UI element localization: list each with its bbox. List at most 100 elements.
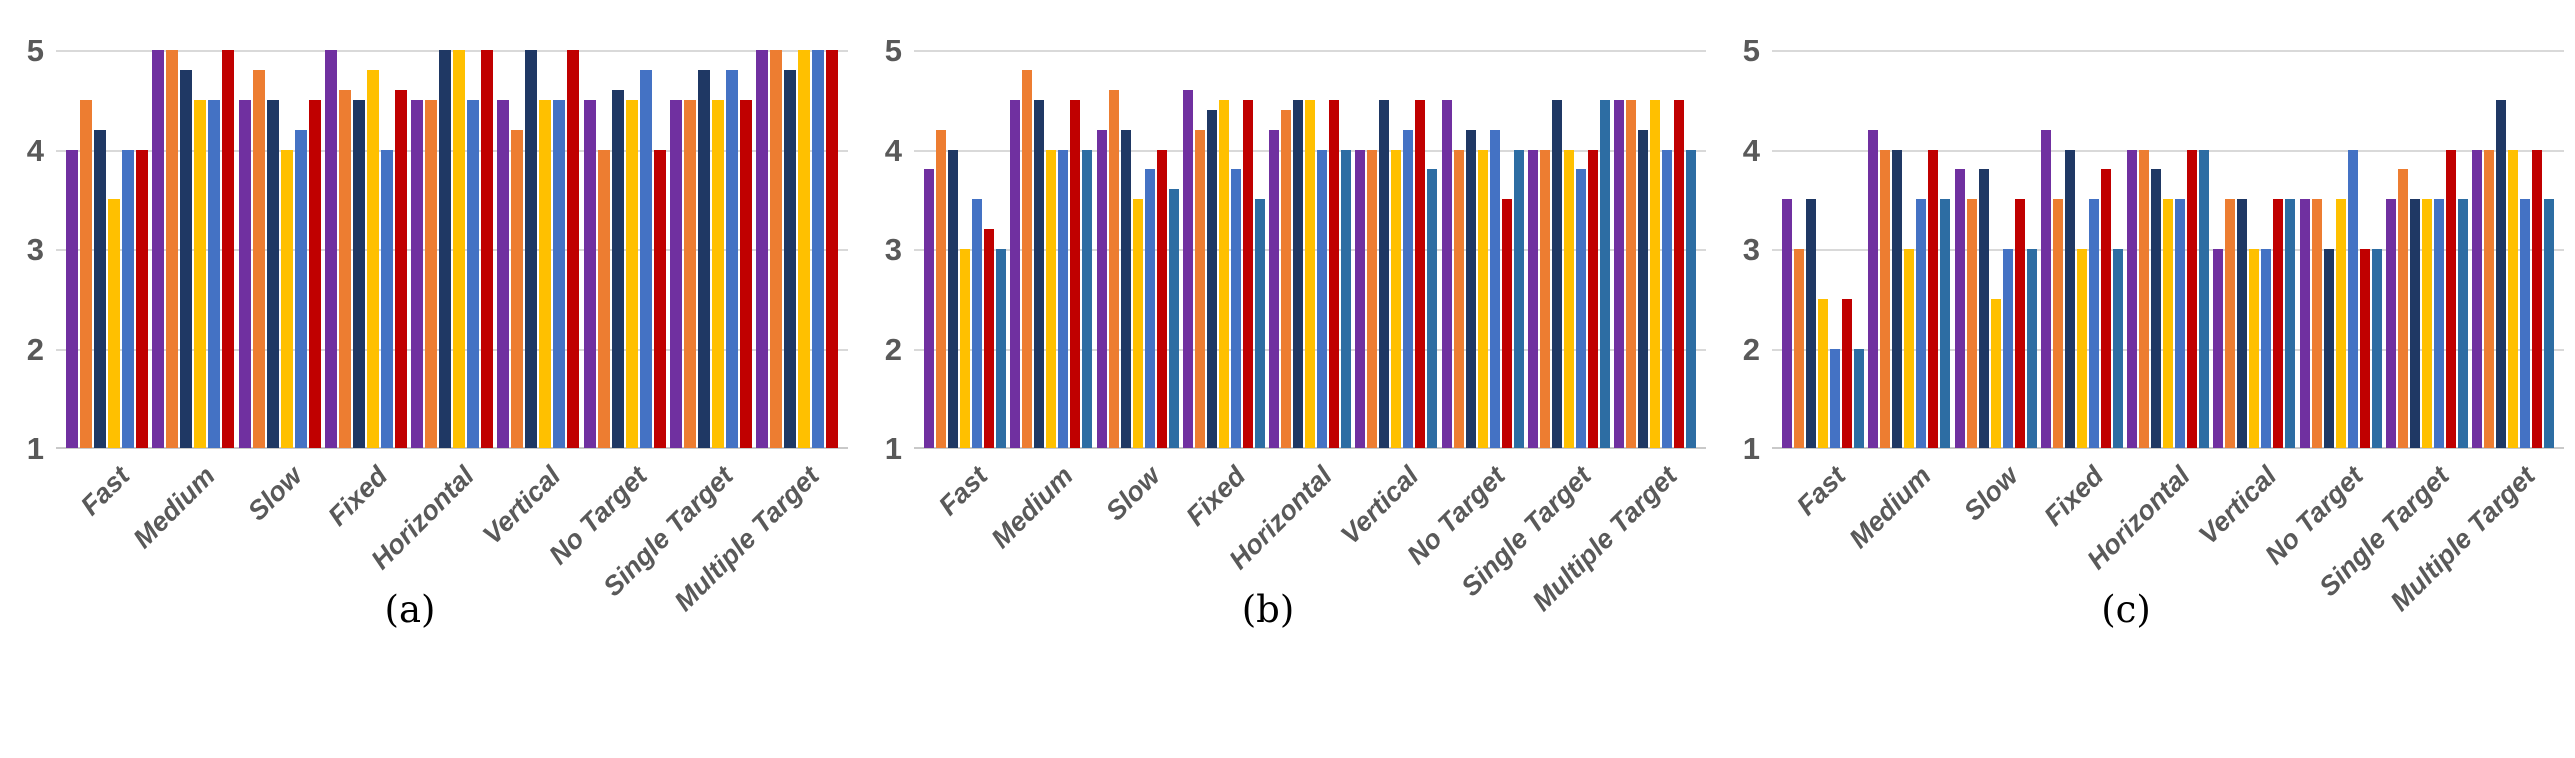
bar-purple-fixed xyxy=(324,50,337,448)
bar-navy-fast xyxy=(948,149,958,448)
gridline-4 xyxy=(56,149,848,152)
bar-red-vertical xyxy=(567,50,580,448)
bar-navy-horizontal xyxy=(1293,99,1303,448)
bar-gold-fixed xyxy=(2076,249,2087,448)
group-slow: Slow xyxy=(238,50,321,526)
bar-gold-multiple-target xyxy=(1650,99,1660,448)
bar-orange-single-target xyxy=(1539,149,1550,448)
bar-blue-fast xyxy=(972,199,982,448)
y-tick-label-4: 4 xyxy=(1742,132,1760,168)
bar-navy-single-target xyxy=(1551,99,1562,448)
bar-purple-vertical xyxy=(1355,149,1366,448)
bar-gold-horizontal xyxy=(453,50,465,448)
bar-blue-medium xyxy=(1916,199,1927,448)
bar-navy-vertical xyxy=(1379,99,1390,448)
y-tick-label-1: 1 xyxy=(26,431,44,466)
bar-purple-fast xyxy=(1782,199,1792,448)
bar-purple-multiple-target xyxy=(1614,99,1624,448)
gridline-5 xyxy=(914,50,1706,52)
bar-red-medium xyxy=(222,50,235,448)
x-axis-label-fixed: Fixed xyxy=(322,460,394,532)
bar-steel-blue-slow xyxy=(2026,249,2037,448)
bar-gold-fast xyxy=(108,199,120,448)
bar-orange-slow xyxy=(252,69,265,448)
bar-blue-medium xyxy=(1058,149,1069,448)
bar-navy-single-target xyxy=(697,69,710,448)
x-axis-label-medium: Medium xyxy=(127,460,222,554)
bar-purple-single-target xyxy=(2385,199,2396,448)
bar-purple-slow xyxy=(1096,129,1107,448)
bar-purple-multiple-target xyxy=(2472,149,2482,448)
bar-orange-fixed xyxy=(2052,199,2063,448)
bar-orange-vertical xyxy=(511,129,524,448)
bar-steel-blue-fixed xyxy=(2112,249,2123,448)
group-fast: Fast xyxy=(1782,50,1864,521)
bar-purple-multiple-target xyxy=(756,50,768,448)
bar-groups-c: Fast Medium Slow Fixed Horizontal Vertical No … xyxy=(1772,50,2564,617)
plot-area-a: Fast Medium Slow Fixed Horizontal Vertical No … xyxy=(56,50,848,617)
bar-navy-slow xyxy=(1120,129,1131,448)
chart-caption-b: (b) xyxy=(1241,588,1295,631)
group-multiple-target: Multiple Target xyxy=(1527,50,1696,617)
bar-steel-blue-medium xyxy=(1940,199,1951,448)
bar-navy-no-target xyxy=(1465,129,1476,448)
group-medium: Medium xyxy=(128,50,235,554)
axis-baseline xyxy=(56,447,848,449)
bar-orange-no-target xyxy=(2311,199,2322,448)
group-no-target: No Target xyxy=(2259,50,2382,570)
y-tick-label-5: 5 xyxy=(1742,33,1760,68)
x-axis-label-slow: Slow xyxy=(1957,460,2024,527)
bar-blue-no-target xyxy=(639,69,652,448)
axis-baseline xyxy=(914,447,1706,449)
bar-blue-slow xyxy=(1144,169,1155,448)
bar-orange-single-target xyxy=(683,99,696,448)
bar-purple-fixed xyxy=(1182,89,1193,448)
bar-gold-vertical xyxy=(539,99,552,448)
plot-area-c: Fast Medium Slow Fixed Horizontal Vertical No … xyxy=(1772,50,2564,617)
bar-red-fast xyxy=(136,149,148,448)
bar-orange-single-target xyxy=(2397,169,2408,448)
group-fast: Fast xyxy=(66,50,148,521)
group-no-target: No Target xyxy=(543,50,666,570)
bar-blue-fixed xyxy=(380,149,393,448)
bar-red-horizontal xyxy=(2187,149,2197,448)
gridline-5 xyxy=(1772,50,2564,52)
group-fixed: Fixed xyxy=(2039,50,2123,532)
bar-red-medium xyxy=(1070,99,1081,448)
group-multiple-target: Multiple Target xyxy=(669,50,838,617)
bar-purple-vertical xyxy=(497,99,510,448)
bar-red-multiple-target xyxy=(826,50,838,448)
x-axis-label-vertical: Vertical xyxy=(476,460,567,551)
bar-steel-blue-fast xyxy=(1854,348,1864,448)
group-multiple-target: Multiple Target xyxy=(2385,50,2554,617)
bar-steel-blue-no-target xyxy=(2371,249,2382,448)
group-single-target: Single Target xyxy=(1455,50,1610,602)
x-axis-label-vertical: Vertical xyxy=(1334,460,1425,551)
bar-red-slow xyxy=(308,99,321,448)
bar-navy-no-target xyxy=(2323,249,2334,448)
bar-gold-medium xyxy=(1904,249,1915,448)
bar-red-fixed xyxy=(1242,99,1253,448)
bar-navy-fixed xyxy=(1206,109,1217,448)
bar-blue-vertical xyxy=(553,99,566,448)
group-medium: Medium xyxy=(986,50,1093,554)
bar-orange-fast xyxy=(80,99,92,448)
bar-navy-multiple-target xyxy=(2496,99,2506,448)
y-tick-label-3: 3 xyxy=(26,232,44,267)
bar-purple-slow xyxy=(238,99,251,448)
bar-blue-slow xyxy=(2002,249,2013,448)
bar-steel-blue-horizontal xyxy=(2199,149,2209,448)
bar-steel-blue-single-target xyxy=(2457,199,2468,448)
group-fixed: Fixed xyxy=(1181,50,1265,532)
x-axis-label-fast: Fast xyxy=(74,460,136,522)
bar-orange-no-target xyxy=(1453,149,1464,448)
bar-gold-single-target xyxy=(2421,199,2432,448)
bar-red-no-target xyxy=(1501,199,1512,448)
bar-red-no-target xyxy=(653,149,666,448)
y-tick-label-1: 1 xyxy=(1742,431,1760,466)
bar-gold-slow xyxy=(1990,298,2001,448)
bar-blue-vertical xyxy=(1403,129,1414,448)
y-tick-label-2: 2 xyxy=(884,331,902,367)
chart-a: 5 4 3 2 1 Fast Medium Slow Fixed Horizontal Vertic… xyxy=(0,0,858,758)
